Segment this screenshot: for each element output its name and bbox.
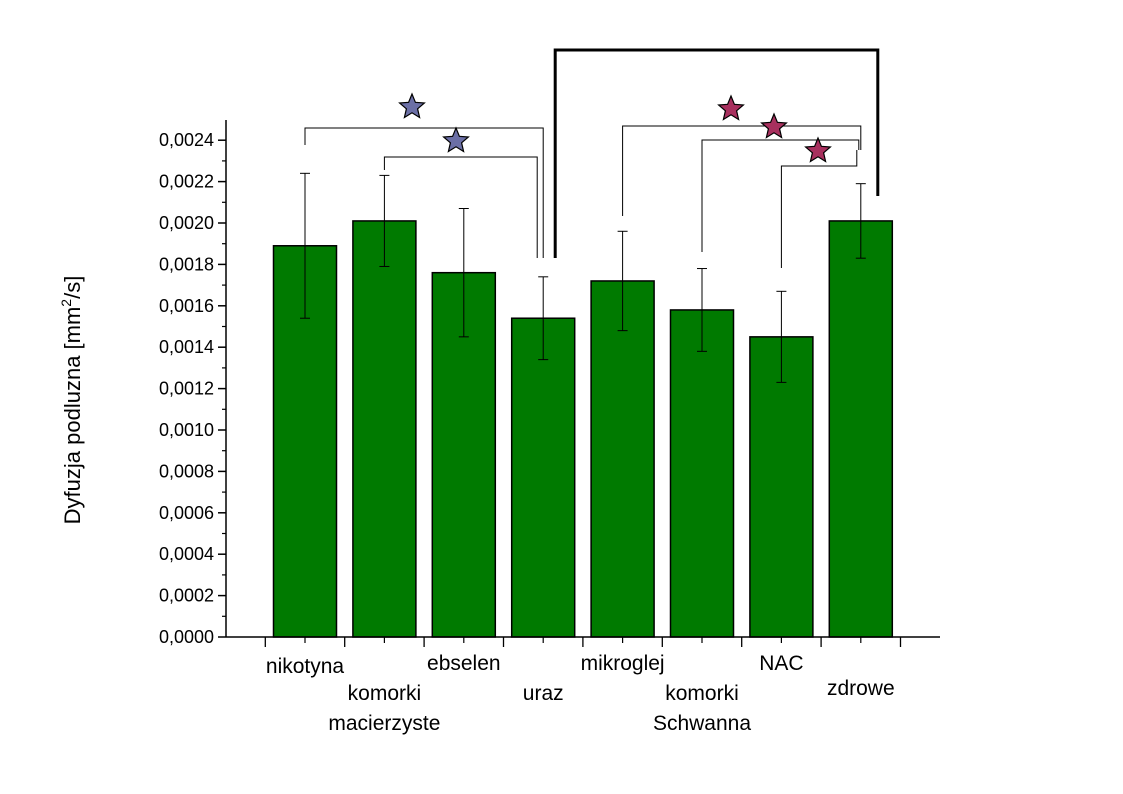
significance-star xyxy=(717,94,745,121)
bar xyxy=(590,280,655,638)
category-label: nikotyna xyxy=(266,655,345,678)
significance-star xyxy=(760,112,788,139)
y-tick-label: 0,0018 xyxy=(159,254,214,274)
category-label: zdrowe xyxy=(827,677,895,700)
y-tick-label: 0,0004 xyxy=(159,544,214,564)
category-label: ebselen xyxy=(427,652,501,675)
y-tick-label: 0,0022 xyxy=(159,172,214,192)
y-tick-label: 0,0010 xyxy=(159,420,214,440)
significance-star xyxy=(804,136,832,163)
significance-bracket xyxy=(780,150,858,268)
y-axis-label: Dyfuzja podluzna [mm2/s] xyxy=(58,276,85,525)
category-label: NAC xyxy=(759,652,803,675)
bar xyxy=(828,220,894,638)
significance-star xyxy=(398,92,426,119)
bar xyxy=(352,220,417,638)
y-tick-label: 0,0006 xyxy=(159,503,214,523)
category-label: mikroglej xyxy=(581,652,665,675)
significance-bracket xyxy=(304,127,544,258)
y-tick-label: 0,0000 xyxy=(159,627,214,647)
category-label: uraz xyxy=(523,682,564,705)
significance-bracket-thick xyxy=(553,48,880,258)
category-label: komorki Schwanna xyxy=(653,682,751,735)
bar xyxy=(749,336,814,638)
bar xyxy=(669,309,735,638)
y-tick-label: 0,0014 xyxy=(159,337,214,357)
bar xyxy=(510,317,576,638)
y-tick-label: 0,0008 xyxy=(159,461,214,481)
significance-bracket xyxy=(383,156,538,258)
y-tick-label: 0,0012 xyxy=(159,379,214,399)
significance-bracket xyxy=(622,125,862,216)
category-label: komorki macierzyste xyxy=(328,682,440,735)
y-tick-label: 0,0002 xyxy=(159,586,214,606)
y-tick-label: 0,0016 xyxy=(159,296,214,316)
y-tick-label: 0,0020 xyxy=(159,213,214,233)
y-tick-label: 0,0024 xyxy=(159,130,214,150)
significance-star xyxy=(442,126,470,153)
significance-bracket xyxy=(701,139,860,252)
